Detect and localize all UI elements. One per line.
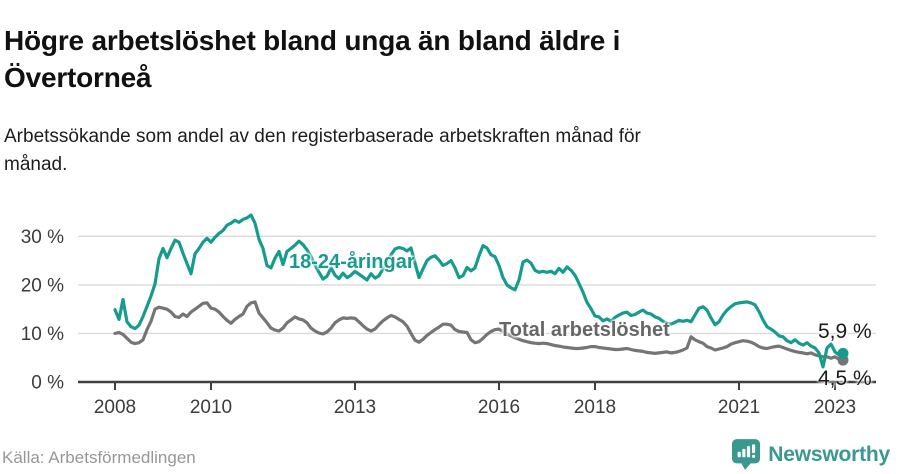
x-tick-label-2008: 2008 [94,397,136,418]
newsworthy-logo: Newsworthy [732,439,890,470]
newsworthy-wordmark: Newsworthy [768,442,890,466]
y-tick-label-20: 20 % [21,275,64,296]
source-note: Källa: Arbetsförmedlingen [2,448,196,467]
chart-subtitle-line1: Arbetssökande som andel av den registerb… [4,126,641,147]
y-tick-label-30: 30 % [21,227,64,248]
y-tick-label-10: 10 % [21,324,64,345]
x-tick-label-2016: 2016 [478,397,520,418]
young-series-label: 18-24-åringar [289,251,415,273]
x-tick-label-2023: 2023 [814,397,856,418]
series-end-dot [837,347,849,359]
chart-title-line1: Högre arbetslöshet bland unga än bland ä… [4,24,621,56]
series-line-total [113,300,845,362]
chart-title: Högre arbetslöshet bland unga än bland ä… [4,23,864,97]
chart-title-line2: Övertorneå [4,61,152,93]
young-series-end-value: 5,9 % [818,320,872,343]
chart-subtitle-line2: månad. [4,153,68,175]
newsworthy-icon [732,439,761,470]
y-tick-label-0: 0 % [31,373,64,394]
x-tick-label-2018: 2018 [574,397,616,418]
chart-subtitle: Arbetssökande som andel av den registerb… [4,123,864,178]
total-series-label: Total arbetslöshet [499,319,670,341]
x-tick-label-2013: 2013 [334,397,376,418]
series-line-young [113,213,845,369]
total-series-end-value: 4,5 % [818,367,872,390]
x-tick-label-2010: 2010 [190,397,232,418]
x-tick-label-2021: 2021 [718,397,760,418]
